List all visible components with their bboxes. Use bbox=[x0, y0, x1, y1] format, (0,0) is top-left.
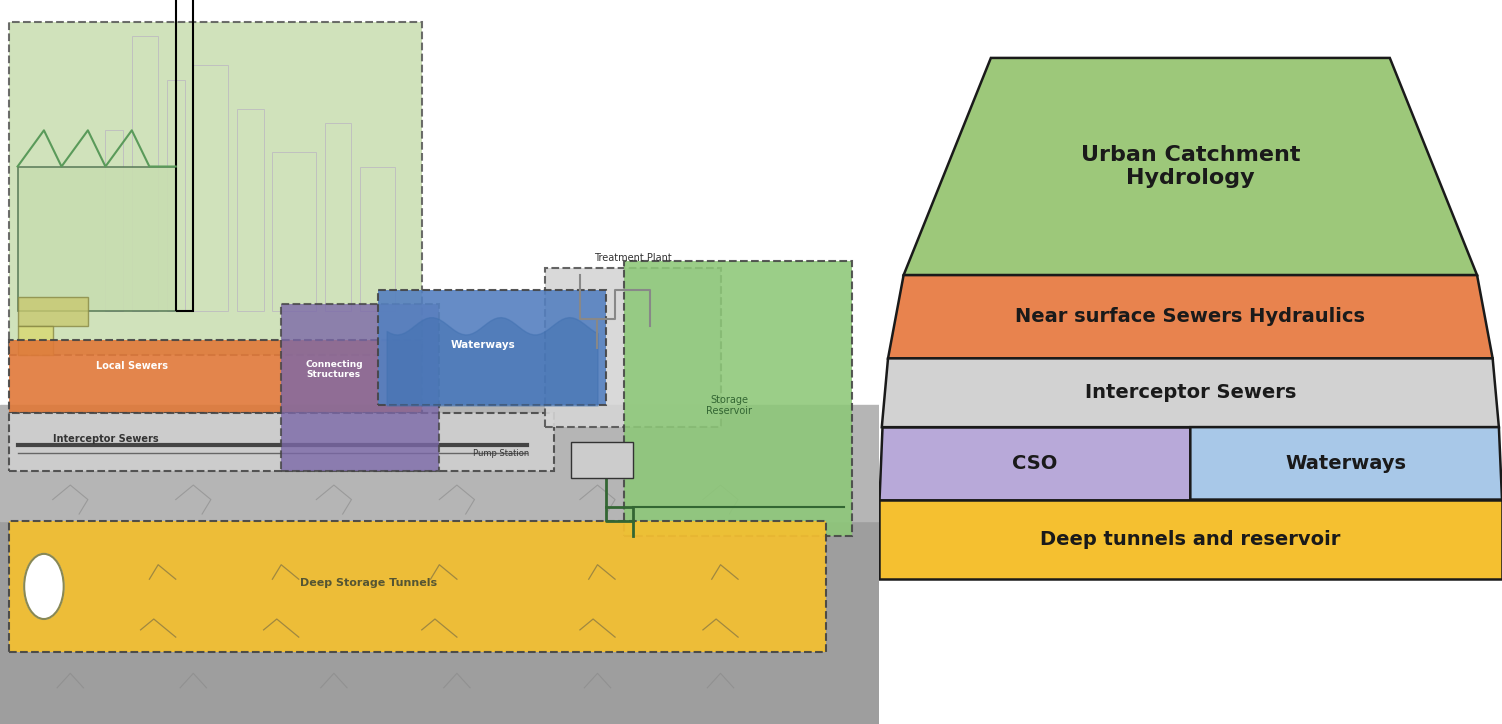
Polygon shape bbox=[879, 427, 1191, 500]
Bar bbox=[18, 167, 176, 311]
Bar bbox=[18, 297, 87, 326]
Bar bbox=[9, 413, 554, 471]
Bar bbox=[0, 405, 879, 521]
Bar bbox=[623, 261, 852, 536]
Bar bbox=[0, 521, 879, 724]
Text: Interceptor Sewers: Interceptor Sewers bbox=[1084, 383, 1296, 402]
Text: Interceptor Sewers: Interceptor Sewers bbox=[53, 434, 158, 444]
Text: Urban Catchment
Hydrology: Urban Catchment Hydrology bbox=[1080, 145, 1301, 188]
Bar bbox=[167, 80, 185, 311]
Bar bbox=[272, 152, 317, 311]
Bar bbox=[105, 130, 123, 311]
Bar bbox=[281, 304, 439, 471]
Bar bbox=[9, 340, 422, 413]
Text: Waterways: Waterways bbox=[1286, 454, 1407, 473]
Text: Deep tunnels and reservoir: Deep tunnels and reservoir bbox=[1041, 530, 1340, 549]
Ellipse shape bbox=[24, 554, 63, 619]
Bar bbox=[545, 268, 721, 427]
Bar bbox=[9, 521, 826, 652]
Bar bbox=[176, 0, 194, 311]
Text: Storage
Reservoir: Storage Reservoir bbox=[706, 395, 753, 416]
Bar bbox=[132, 36, 158, 311]
Text: Deep Storage Tunnels: Deep Storage Tunnels bbox=[300, 578, 437, 589]
Bar bbox=[571, 442, 632, 478]
Bar bbox=[324, 123, 351, 311]
Polygon shape bbox=[879, 500, 1502, 579]
Bar bbox=[237, 109, 264, 311]
Text: CSO: CSO bbox=[1012, 454, 1057, 473]
Text: Connecting
Structures: Connecting Structures bbox=[305, 360, 362, 379]
Bar bbox=[9, 22, 422, 355]
Polygon shape bbox=[1191, 427, 1502, 500]
Text: Near surface Sewers Hydraulics: Near surface Sewers Hydraulics bbox=[1015, 307, 1365, 326]
Bar bbox=[379, 290, 607, 405]
Polygon shape bbox=[904, 58, 1476, 275]
Text: Local Sewers: Local Sewers bbox=[96, 361, 168, 371]
Bar bbox=[18, 326, 53, 355]
Bar bbox=[194, 65, 228, 311]
Polygon shape bbox=[888, 275, 1493, 358]
Polygon shape bbox=[882, 358, 1499, 427]
Text: Waterways: Waterways bbox=[451, 340, 515, 350]
Bar bbox=[0, 0, 879, 521]
Bar bbox=[360, 167, 395, 311]
Text: Pump Station: Pump Station bbox=[473, 449, 529, 458]
Text: Treatment Plant: Treatment Plant bbox=[593, 253, 671, 263]
